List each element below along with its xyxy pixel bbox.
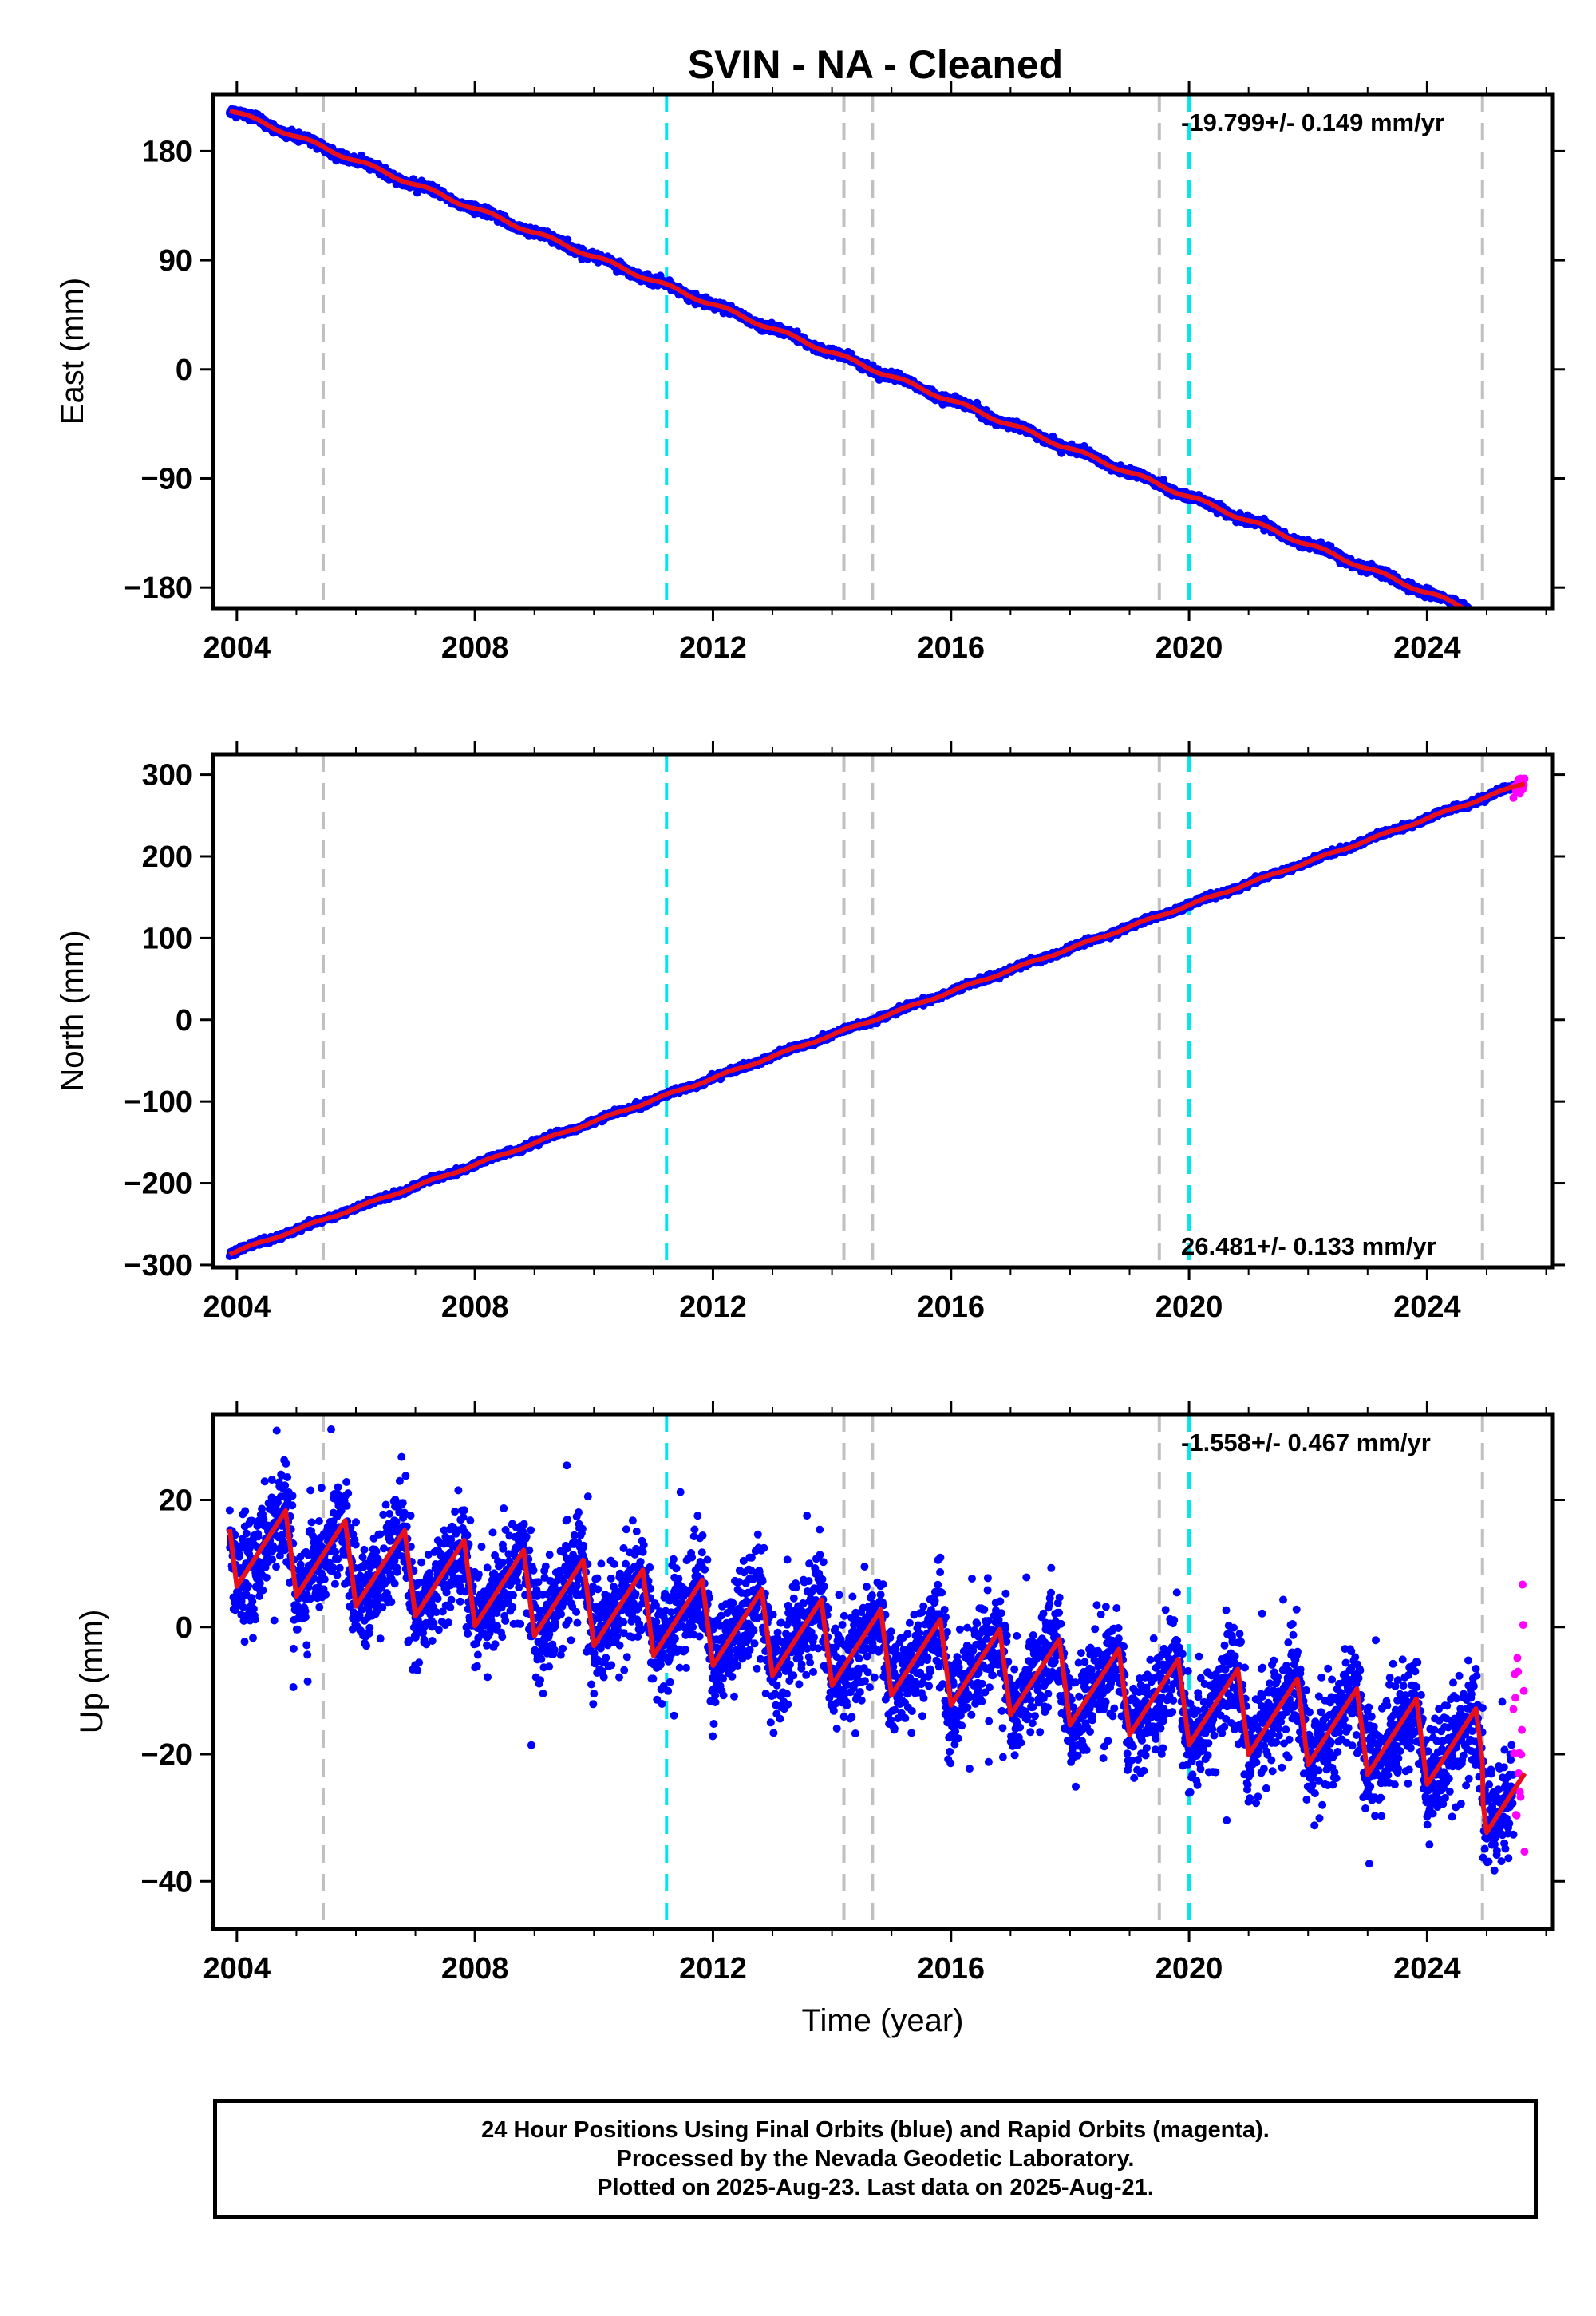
y-tick-label: 100 bbox=[142, 922, 192, 955]
east-plot-area bbox=[225, 94, 1487, 608]
caption-line-2: Processed by the Nevada Geodetic Laborat… bbox=[616, 2146, 1135, 2172]
x-tick-label: 2020 bbox=[1156, 1952, 1223, 1986]
up-plot-area bbox=[225, 1414, 1529, 1929]
x-tick-label: 2012 bbox=[679, 1290, 747, 1324]
y-tick-label: −40 bbox=[141, 1865, 192, 1899]
x-tick-label: 2008 bbox=[441, 1290, 509, 1324]
x-tick-label: 2008 bbox=[441, 631, 509, 665]
figure-title: SVIN - NA - Cleaned bbox=[688, 42, 1063, 87]
x-tick-label: 2024 bbox=[1393, 631, 1461, 665]
east-model-line bbox=[227, 109, 1468, 608]
y-tick-label: 200 bbox=[142, 840, 192, 874]
up-frame bbox=[211, 1412, 1555, 1931]
x-tick-label: 2016 bbox=[917, 1952, 985, 1986]
up-panel: 2004 2008 2012 2016 2020 2024 20 0 −20 −40 Up (mm)… bbox=[74, 1401, 1565, 2038]
y-tick-label: 180 bbox=[142, 135, 192, 168]
up-x-axis-label: Time (year) bbox=[802, 2003, 964, 2038]
up-model-line bbox=[227, 1508, 1527, 1836]
x-tick-label: 2008 bbox=[441, 1952, 509, 1986]
up-y-axis-label: Up (mm) bbox=[74, 1610, 109, 1734]
caption-box: 24 Hour Positions Using Final Orbits (bl… bbox=[213, 2099, 1538, 2219]
north-rate-label: 26.481+/- 0.133 mm/yr bbox=[1181, 1232, 1436, 1260]
x-tick-label: 2020 bbox=[1156, 1290, 1223, 1324]
up-final-orbit-points bbox=[225, 1425, 1518, 1875]
x-tick-label: 2016 bbox=[917, 631, 985, 665]
up-rapid-orbit-points bbox=[1509, 1580, 1529, 1856]
y-tick-label: −100 bbox=[124, 1085, 192, 1119]
caption-line-1: 24 Hour Positions Using Final Orbits (bl… bbox=[481, 2117, 1270, 2143]
y-tick-label: 300 bbox=[142, 759, 192, 792]
x-tick-label: 2024 bbox=[1393, 1952, 1461, 1986]
y-tick-label: 20 bbox=[159, 1484, 192, 1518]
east-frame bbox=[211, 92, 1555, 611]
caption-line-3: Plotted on 2025-Aug-23. Last data on 202… bbox=[597, 2175, 1154, 2200]
y-tick-label: −180 bbox=[124, 571, 192, 605]
east-panel: 2004 2008 2012 2016 2020 2024 180 90 0 −90 −180 Eas… bbox=[55, 81, 1565, 665]
y-tick-label: 0 bbox=[176, 1004, 192, 1037]
y-tick-label: −20 bbox=[141, 1738, 192, 1772]
east-y-axis-label: East (mm) bbox=[55, 278, 90, 425]
y-tick-label: −90 bbox=[141, 462, 192, 496]
east-final-orbit-points bbox=[225, 105, 1487, 608]
north-plot-area bbox=[225, 754, 1529, 1267]
x-tick-label: 2004 bbox=[203, 1952, 271, 1986]
y-tick-label: 0 bbox=[176, 1611, 192, 1645]
x-tick-label: 2020 bbox=[1156, 631, 1223, 665]
x-tick-label: 2012 bbox=[679, 1952, 747, 1986]
north-panel: 2004 2008 2012 2016 2020 2024 300 200 100 0 −100 −2… bbox=[55, 741, 1565, 1324]
north-model-line bbox=[227, 781, 1527, 1257]
north-frame bbox=[211, 752, 1555, 1270]
x-tick-label: 2024 bbox=[1393, 1290, 1461, 1324]
panels: 2004 2008 2012 2016 2020 2024 180 90 0 −90 −180 Eas… bbox=[55, 81, 1565, 2038]
y-tick-label: −200 bbox=[124, 1168, 192, 1201]
north-rapid-orbit-points bbox=[1509, 774, 1529, 802]
up-rate-label: -1.558+/- 0.467 mm/yr bbox=[1181, 1429, 1431, 1456]
north-y-axis-label: North (mm) bbox=[55, 930, 90, 1091]
y-tick-label: 90 bbox=[159, 244, 192, 278]
y-tick-label: −300 bbox=[124, 1249, 192, 1282]
x-tick-label: 2004 bbox=[203, 631, 271, 665]
x-tick-label: 2004 bbox=[203, 1290, 271, 1324]
x-tick-label: 2012 bbox=[679, 631, 747, 665]
x-tick-label: 2016 bbox=[917, 1290, 985, 1324]
east-rate-label: -19.799+/- 0.149 mm/yr bbox=[1181, 109, 1444, 136]
y-tick-label: 0 bbox=[176, 354, 192, 387]
